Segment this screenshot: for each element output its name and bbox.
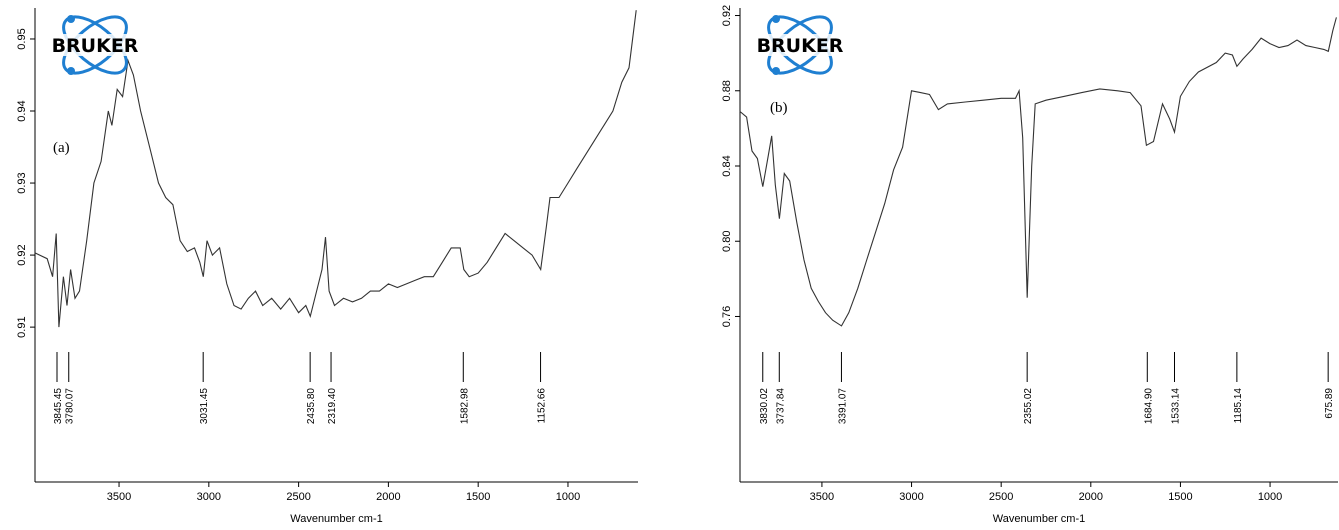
logo: BRUKER [742,15,858,75]
peak-label: 3845.45 [53,388,64,425]
logo-orbit [62,15,128,75]
x-tick-label: 2000 [1079,491,1103,503]
peak-label: 3830.02 [759,388,770,425]
peak-label: 3031.45 [199,388,210,425]
x-axis-label: Wavenumber cm-1 [290,513,383,525]
x-tick-label: 3000 [899,491,923,503]
peak-label: 2355.02 [1023,388,1034,425]
y-tick-label: 0.91 [16,316,28,337]
x-tick-label: 2500 [286,491,310,503]
y-tick-label: 0.76 [721,306,733,327]
y-tick-label: 0.84 [721,155,733,176]
y-tick-label: 0.95 [16,28,28,49]
spectrum-line [739,17,1337,327]
panel-label: (b) [770,100,788,116]
x-tick-label: 1000 [556,491,580,503]
peak-label: 675.89 [1324,388,1335,419]
peak-label: 1684.90 [1143,388,1154,425]
logo-dot [67,67,75,75]
peak-label: 2435.80 [306,388,317,425]
y-tick-label: 0.93 [16,172,28,193]
logo-orbit [62,15,128,75]
peak-label: 1185.14 [1233,388,1244,424]
logo-orbit [767,15,833,75]
peak-label: 1152.66 [537,388,548,424]
spectrum-line [34,10,637,328]
chart: 0.91 0.92 0.93 0.94 0.95 3500 3000 2500 2000 1500… [16,8,638,525]
y-tick-label: 0.94 [16,100,28,121]
x-tick-label: 1500 [1168,491,1192,503]
logo-dot [772,67,780,75]
peak-label: 3780.07 [65,388,76,425]
x-tick-label: 1500 [466,491,490,503]
logo-orbit [767,15,833,75]
y-tick-label: 0.92 [721,5,733,26]
peak-label: 2319.40 [327,388,338,425]
panel-label: (a) [53,140,70,156]
logo-band [742,34,858,56]
logo-band [37,34,153,56]
x-tick-label: 3500 [810,491,834,503]
logo-text: BRUKER [52,35,139,57]
peak-label: 1582.98 [459,388,470,425]
logo-dot [67,15,75,23]
x-axis-label: Wavenumber cm-1 [993,513,1086,525]
chart: 0.76 0.80 0.84 0.88 0.92 3500 3000 2500 2000 1500… [721,5,1338,525]
x-tick-label: 2500 [989,491,1013,503]
logo-dot [772,15,780,23]
peak-label: 3391.07 [837,388,848,425]
x-tick-label: 3000 [197,491,221,503]
peak-label: 3737.84 [775,388,786,425]
y-tick-label: 0.92 [16,244,28,265]
x-tick-label: 2000 [376,491,400,503]
logo-text: BRUKER [757,35,844,57]
y-tick-label: 0.88 [721,80,733,101]
x-tick-label: 3500 [107,491,131,503]
peak-label: 1533.14 [1170,388,1181,425]
y-tick-label: 0.80 [721,231,733,252]
x-tick-label: 1000 [1258,491,1282,503]
logo: BRUKER [37,15,153,75]
